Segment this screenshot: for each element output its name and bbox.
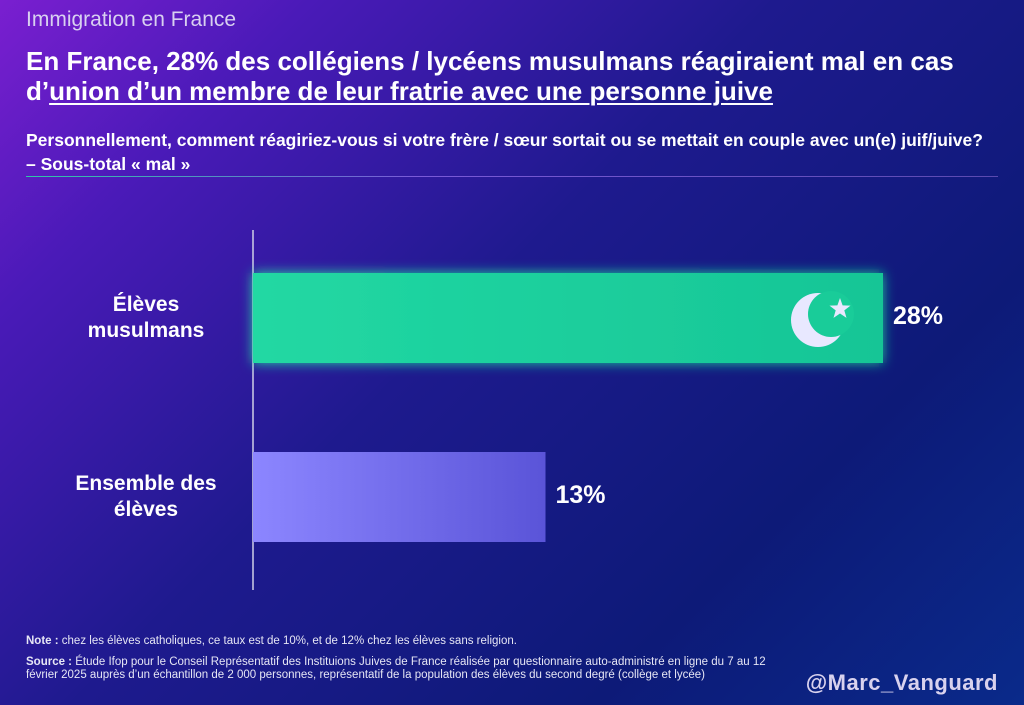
- source-note: Source : Étude Ifop pour le Conseil Repr…: [26, 656, 786, 682]
- headline-text: En France, 28% des collégiens / lycéens …: [26, 46, 954, 106]
- crescent-star-icon: [791, 291, 854, 347]
- value-label: 13%: [555, 481, 606, 509]
- note-label: Note :: [26, 635, 59, 647]
- source-text: Étude Ifop pour le Conseil Représentatif…: [26, 656, 766, 681]
- footnote: Note : chez les élèves catholiques, ce t…: [26, 635, 517, 647]
- value-label: 28%: [893, 302, 944, 330]
- chart-subtitle: Personnellement, comment réagiriez-vous …: [26, 130, 983, 174]
- bar-1: [253, 452, 546, 542]
- source-label: Source :: [26, 656, 73, 668]
- category-label: Élèves musulmans: [87, 293, 205, 342]
- divider-rule: [26, 176, 998, 177]
- bar-0: [253, 273, 883, 363]
- headline: En France, 28% des collégiens / lycéens …: [26, 46, 996, 106]
- author-handle: @Marc_Vanguard: [805, 670, 998, 695]
- note-text: chez les élèves catholiques, ce taux est…: [58, 635, 517, 647]
- kicker-title: Immigration en France: [26, 8, 237, 31]
- category-label: Ensemble des élèves: [75, 472, 217, 521]
- headline-underlined-text: union d’un membre de leur fratrie avec u…: [49, 76, 773, 106]
